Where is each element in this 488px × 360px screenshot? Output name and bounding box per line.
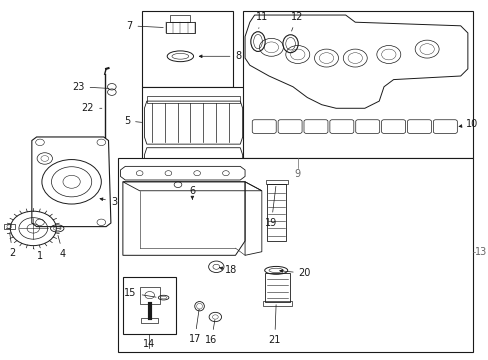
- Bar: [142, 12, 233, 87]
- Bar: [118, 158, 472, 352]
- Text: 15: 15: [124, 288, 156, 298]
- Text: 4: 4: [58, 235, 66, 259]
- Text: 9: 9: [294, 169, 300, 179]
- Bar: [122, 277, 175, 334]
- Bar: [170, 15, 190, 22]
- Bar: [3, 224, 15, 229]
- Text: 17: 17: [188, 309, 201, 344]
- Bar: [266, 184, 285, 241]
- Text: 19: 19: [265, 186, 277, 228]
- Text: 22: 22: [81, 103, 102, 113]
- Text: 8: 8: [199, 51, 241, 61]
- Text: 2: 2: [10, 233, 16, 258]
- Text: 1: 1: [33, 248, 43, 261]
- Bar: [264, 273, 289, 302]
- Bar: [242, 12, 472, 158]
- Text: 11: 11: [255, 12, 267, 28]
- Text: 13: 13: [474, 247, 487, 257]
- Text: 16: 16: [205, 320, 217, 345]
- Bar: [141, 318, 158, 323]
- Bar: [140, 287, 160, 304]
- Text: 18: 18: [219, 265, 237, 275]
- Text: 5: 5: [123, 116, 142, 126]
- Text: 3: 3: [100, 197, 117, 207]
- Text: 23: 23: [72, 82, 109, 92]
- Bar: [146, 96, 240, 103]
- Text: 10: 10: [458, 120, 478, 129]
- Text: 21: 21: [268, 305, 281, 345]
- Text: 6: 6: [189, 186, 195, 199]
- Bar: [142, 87, 244, 202]
- Bar: [265, 180, 287, 184]
- Text: 20: 20: [279, 268, 310, 278]
- Text: 12: 12: [290, 12, 303, 31]
- Text: 14: 14: [143, 338, 155, 348]
- Bar: [165, 22, 194, 33]
- Text: 7: 7: [126, 21, 163, 31]
- Bar: [263, 301, 291, 306]
